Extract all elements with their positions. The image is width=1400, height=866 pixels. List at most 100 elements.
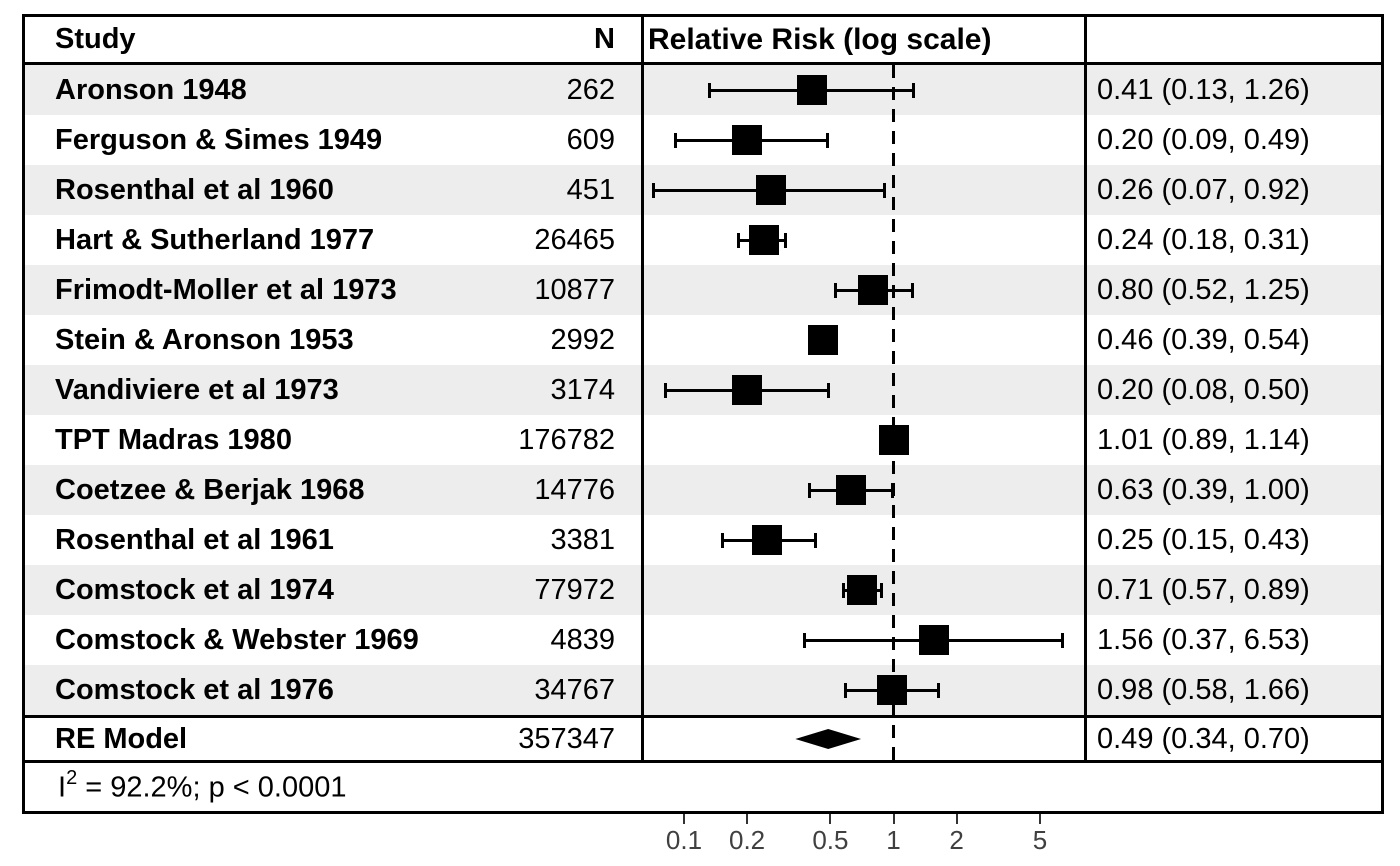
ci-cap-left	[842, 582, 846, 598]
ci-label: 0.41 (0.13, 1.26)	[1097, 73, 1310, 106]
ci-label: 1.01 (0.89, 1.14)	[1097, 423, 1310, 456]
ci-cap-left	[707, 82, 711, 98]
table-row: Comstock & Webster 1969 4839 1.56 (0.37,…	[25, 615, 1381, 665]
forest-row-plot	[644, 565, 1087, 615]
axis-tick	[746, 814, 749, 824]
study-n: 609	[566, 123, 615, 156]
table-row: Rosenthal et al 1961 3381 0.25 (0.15, 0.…	[25, 515, 1381, 565]
study-n: 176782	[518, 423, 615, 456]
ci-label: 1.56 (0.37, 6.53)	[1097, 623, 1310, 656]
forest-row-plot	[644, 315, 1087, 365]
study-n: 77972	[534, 573, 615, 606]
table-row: Comstock et al 1976 34767 0.98 (0.58, 1.…	[25, 665, 1381, 715]
table-row: Vandiviere et al 1973 3174 0.20 (0.08, 0…	[25, 365, 1381, 415]
table-row: TPT Madras 1980 176782 1.01 (0.89, 1.14)	[25, 415, 1381, 465]
study-n: 10877	[534, 273, 615, 306]
study-n: 4839	[550, 623, 615, 656]
forest-row-plot	[644, 415, 1087, 465]
study-name: Vandiviere et al 1973	[55, 373, 339, 406]
ci-cap-left	[663, 382, 667, 398]
ci-label: 0.20 (0.08, 0.50)	[1097, 373, 1310, 406]
study-name: Comstock et al 1976	[55, 673, 334, 706]
study-n: 262	[566, 73, 615, 106]
point-estimate-square	[879, 425, 910, 455]
header-ci-blank	[1087, 17, 1381, 62]
ci-cap-right	[879, 582, 883, 598]
ci-cap-left	[807, 482, 811, 498]
ci-cap-right	[890, 482, 894, 498]
ci-label: 0.80 (0.52, 1.25)	[1097, 273, 1310, 306]
study-n: 451	[566, 173, 615, 206]
study-name: Stein & Aronson 1953	[55, 323, 354, 356]
table-row: Ferguson & Simes 1949 609 0.20 (0.09, 0.…	[25, 115, 1381, 165]
heterogeneity-text: I2 = 92.2%; p < 0.0001	[58, 767, 347, 804]
point-estimate-square	[858, 275, 889, 305]
forest-row-plot	[644, 365, 1087, 415]
ci-label: 0.98 (0.58, 1.66)	[1097, 673, 1310, 706]
forest-row-plot	[644, 515, 1087, 565]
study-rows: Aronson 1948 262 0.41 (0.13, 1.26) Fergu…	[25, 65, 1381, 715]
header-n: N	[594, 23, 615, 55]
study-n: 2992	[550, 323, 615, 356]
study-name: Frimodt-Moller et al 1973	[55, 273, 397, 306]
table-row: Rosenthal et al 1960 451 0.26 (0.07, 0.9…	[25, 165, 1381, 215]
forest-table: Study N Relative Risk (log scale) Aronso…	[22, 14, 1384, 814]
study-n: 34767	[534, 673, 615, 706]
ci-label: 0.26 (0.07, 0.92)	[1097, 173, 1310, 206]
ci-cap-right	[825, 132, 829, 148]
forest-row-plot	[644, 465, 1087, 515]
study-name: Rosenthal et al 1960	[55, 173, 334, 206]
summary-n: 357347	[518, 722, 615, 755]
study-n: 26465	[534, 223, 615, 256]
study-n: 14776	[534, 473, 615, 506]
ci-cap-left	[651, 182, 655, 198]
table-row: Stein & Aronson 1953 2992 0.46 (0.39, 0.…	[25, 315, 1381, 365]
ci-cap-right	[813, 532, 817, 548]
ci-cap-right	[827, 382, 831, 398]
header-row: Study N Relative Risk (log scale)	[25, 17, 1381, 62]
study-name: Hart & Sutherland 1977	[55, 223, 375, 256]
point-estimate-square	[797, 75, 828, 105]
header-plot-title: Relative Risk (log scale)	[648, 22, 992, 56]
ci-cap-left	[803, 632, 807, 648]
study-n: 3174	[550, 373, 615, 406]
axis-tick	[892, 814, 895, 824]
point-estimate-square	[732, 125, 763, 155]
table-row: Comstock et al 1974 77972 0.71 (0.57, 0.…	[25, 565, 1381, 615]
forest-row-plot	[644, 265, 1087, 315]
forest-row-plot	[644, 65, 1087, 115]
table-row: Coetzee & Berjak 1968 14776 0.63 (0.39, …	[25, 465, 1381, 515]
table-row: Aronson 1948 262 0.41 (0.13, 1.26)	[25, 65, 1381, 115]
study-name: Rosenthal et al 1961	[55, 523, 334, 556]
summary-separator-top	[25, 715, 1381, 718]
axis-tick	[1038, 814, 1041, 824]
axis-tick-label: 5	[1032, 825, 1048, 855]
heterogeneity-row: I2 = 92.2%; p < 0.0001	[25, 763, 1381, 811]
study-name: Aronson 1948	[55, 73, 247, 106]
forest-row-plot	[644, 115, 1087, 165]
point-estimate-square	[752, 525, 783, 555]
ci-cap-right	[783, 232, 787, 248]
point-estimate-square	[847, 575, 878, 605]
summary-name: RE Model	[55, 722, 188, 755]
table-row: Frimodt-Moller et al 1973 10877 0.80 (0.…	[25, 265, 1381, 315]
ci-cap-left	[843, 682, 847, 698]
study-name: Comstock & Webster 1969	[55, 623, 419, 656]
forest-row-plot	[644, 215, 1087, 265]
axis-tick-label: 0.1	[665, 825, 703, 855]
ci-label: 0.24 (0.18, 0.31)	[1097, 223, 1310, 256]
axis-tick	[683, 814, 685, 824]
axis-tick-label: 2	[949, 825, 964, 855]
ci-cap-right	[910, 282, 914, 298]
point-estimate-square	[918, 625, 949, 655]
study-name: Coetzee & Berjak 1968	[55, 473, 365, 506]
ci-label: 0.71 (0.57, 0.89)	[1097, 573, 1310, 606]
forest-row-plot	[644, 165, 1087, 215]
study-n: 3381	[550, 523, 615, 556]
summary-plot-cell	[644, 718, 1087, 760]
axis-tick	[829, 814, 832, 824]
ci-label: 0.46 (0.39, 0.54)	[1097, 323, 1310, 356]
table-row: Hart & Sutherland 1977 26465 0.24 (0.18,…	[25, 215, 1381, 265]
reference-line	[892, 65, 895, 763]
